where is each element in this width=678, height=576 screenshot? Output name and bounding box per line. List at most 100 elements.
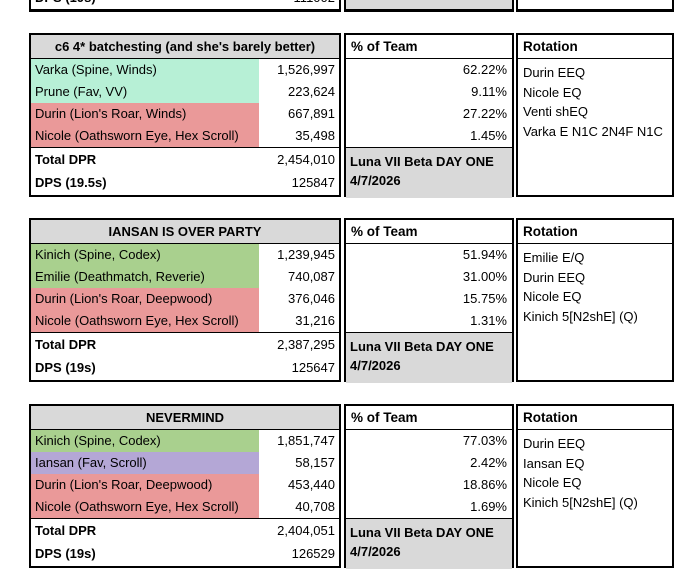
- pct-cell[interactable]: 1.45%: [470, 128, 507, 143]
- partial-dps-row[interactable]: DPS (19s) 111002: [29, 0, 341, 12]
- pct-cell[interactable]: 2.42%: [470, 455, 507, 470]
- pct-cell[interactable]: 77.03%: [462, 433, 507, 448]
- dps-label-cell[interactable]: DPS (19s): [35, 360, 96, 375]
- pct-cell[interactable]: 31.00%: [462, 269, 507, 284]
- character-dpr-cell[interactable]: 1,851,747: [259, 430, 339, 452]
- pct-cell[interactable]: 1.69%: [470, 499, 507, 514]
- character-name-cell[interactable]: Durin (Lion's Roar, Deepwood): [35, 477, 213, 492]
- character-name-cell[interactable]: Durin (Lion's Roar, Deepwood): [35, 291, 213, 306]
- character-dpr-cell[interactable]: 1,526,997: [259, 59, 339, 81]
- team-table: NEVERMIND Kinich (Spine, Codex) 1,851,747 I…: [0, 404, 678, 569]
- character-name-cell[interactable]: Kinich (Spine, Codex): [35, 247, 161, 262]
- pct-cell[interactable]: 51.94%: [462, 247, 507, 262]
- pct-cell[interactable]: 18.86%: [462, 477, 507, 492]
- character-name-cell[interactable]: Durin (Lion's Roar, Winds): [35, 106, 187, 121]
- dps-label-cell[interactable]: DPS (19s): [35, 546, 96, 561]
- partial-note-cell[interactable]: [344, 0, 514, 12]
- character-dpr-cell[interactable]: 1,239,945: [259, 244, 339, 266]
- pct-cell[interactable]: 62.22%: [462, 62, 507, 77]
- pct-cell[interactable]: 27.22%: [462, 106, 507, 121]
- total-dpr-value-cell[interactable]: 2,387,295: [277, 337, 335, 352]
- pct-cell[interactable]: 15.75%: [462, 291, 507, 306]
- rotation-panel: Rotation Emilie E/Q Durin EEQ Nicole EQ Kini…: [516, 218, 674, 382]
- note-cell[interactable]: Luna VII Beta DAY ONE 4/7/2026: [346, 147, 512, 198]
- partial-rotation-cell[interactable]: [516, 0, 674, 12]
- partial-table-top: DPS (19s) 111002: [0, 0, 678, 12]
- character-dpr-cell[interactable]: 31,216: [259, 310, 339, 332]
- pct-cell[interactable]: 1.31%: [470, 313, 507, 328]
- character-name-cell[interactable]: Prune (Fav, VV): [35, 84, 128, 99]
- dps-value-cell[interactable]: 125847: [291, 175, 335, 190]
- table-title-cell[interactable]: IANSAN IS OVER PARTY: [31, 220, 339, 244]
- rotation-line: Nicole EQ: [523, 84, 582, 100]
- character-row: Durin (Lion's Roar, Deepwood) 453,440: [31, 474, 339, 496]
- dps-value-cell[interactable]: 126529: [291, 546, 335, 561]
- team-table: c6 4* batchesting (and she's barely bett…: [0, 33, 678, 198]
- character-row: Nicole (Oathsworn Eye, Hex Scroll) 31,216: [31, 310, 339, 332]
- character-row: Iansan (Fav, Scroll) 58,157: [31, 452, 339, 474]
- character-row: Durin (Lion's Roar, Winds) 667,891: [31, 103, 339, 125]
- character-dpr-cell[interactable]: 453,440: [259, 474, 339, 496]
- dpr-panel: NEVERMIND Kinich (Spine, Codex) 1,851,747 I…: [29, 404, 341, 568]
- dpr-panel: IANSAN IS OVER PARTY Kinich (Spine, Codex…: [29, 218, 341, 382]
- team-table: IANSAN IS OVER PARTY Kinich (Spine, Codex…: [0, 218, 678, 383]
- note-cell[interactable]: Luna VII Beta DAY ONE 4/7/2026: [346, 518, 512, 569]
- note-line1: Luna VII Beta DAY ONE: [350, 339, 494, 354]
- rotation-line: Durin EEQ: [523, 436, 586, 451]
- character-dpr-cell[interactable]: 223,624: [259, 81, 339, 103]
- rotation-line: Iansan EQ: [523, 455, 585, 471]
- character-name-cell[interactable]: Nicole (Oathsworn Eye, Hex Scroll): [35, 499, 239, 514]
- total-dpr-label-cell[interactable]: Total DPR: [35, 152, 97, 167]
- rotation-header-cell[interactable]: Rotation: [518, 220, 672, 244]
- rotation-header-cell[interactable]: Rotation: [518, 406, 672, 430]
- pct-header-cell[interactable]: % of Team: [346, 220, 512, 244]
- character-dpr-cell[interactable]: 35,498: [259, 125, 339, 147]
- pct-header-cell[interactable]: % of Team: [346, 35, 512, 59]
- character-dpr-cell[interactable]: 667,891: [259, 103, 339, 125]
- dps-label-cell[interactable]: DPS (19.5s): [35, 175, 107, 190]
- table-title-cell[interactable]: c6 4* batchesting (and she's barely bett…: [31, 35, 339, 59]
- rotation-panel: Rotation Durin EEQ Iansan EQ Nicole EQ Kinic…: [516, 404, 674, 568]
- rotation-header-cell[interactable]: Rotation: [518, 35, 672, 59]
- character-row: Nicole (Oathsworn Eye, Hex Scroll) 35,498: [31, 125, 339, 147]
- character-name-cell[interactable]: Kinich (Spine, Codex): [35, 433, 161, 448]
- note-line2: 4/7/2026: [350, 358, 401, 373]
- rotation-cell[interactable]: Durin EEQ Nicole EQ Venti shEQ Varka E N1C …: [518, 59, 672, 141]
- character-name-cell[interactable]: Nicole (Oathsworn Eye, Hex Scroll): [35, 128, 239, 143]
- total-dpr-row: Total DPR 2,387,295: [31, 333, 339, 356]
- character-dpr-cell[interactable]: 40,708: [259, 496, 339, 518]
- rotation-line: Emilie E/Q: [523, 250, 585, 265]
- rotation-line: Durin EEQ: [523, 65, 586, 80]
- character-dpr-cell[interactable]: 376,046: [259, 288, 339, 310]
- pct-cell[interactable]: 9.11%: [471, 84, 507, 99]
- total-dpr-label-cell[interactable]: Total DPR: [35, 337, 97, 352]
- dps-value-cell[interactable]: 125647: [291, 360, 335, 375]
- total-dpr-row: Total DPR 2,404,051: [31, 519, 339, 542]
- table-title-cell[interactable]: NEVERMIND: [31, 406, 339, 430]
- dps-row: DPS (19s) 125647: [31, 356, 339, 379]
- pct-header-cell[interactable]: % of Team: [346, 406, 512, 430]
- total-dpr-value-cell[interactable]: 2,404,051: [277, 523, 335, 538]
- rotation-line: Nicole EQ: [523, 289, 582, 304]
- character-row: Kinich (Spine, Codex) 1,239,945: [31, 244, 339, 266]
- rotation-cell[interactable]: Durin EEQ Iansan EQ Nicole EQ Kinich 5[N2sh…: [518, 430, 672, 512]
- character-dpr-cell[interactable]: 740,087: [259, 266, 339, 288]
- character-row: Kinich (Spine, Codex) 1,851,747: [31, 430, 339, 452]
- character-row: Nicole (Oathsworn Eye, Hex Scroll) 40,708: [31, 496, 339, 518]
- total-dpr-label-cell[interactable]: Total DPR: [35, 523, 97, 538]
- rotation-line: Kinich 5[N2shE] (Q): [523, 308, 638, 324]
- note-cell[interactable]: Luna VII Beta DAY ONE 4/7/2026: [346, 332, 512, 383]
- character-dpr-cell[interactable]: 58,157: [259, 452, 339, 474]
- rotation-panel: Rotation Durin EEQ Nicole EQ Venti shEQ Vark…: [516, 33, 674, 197]
- total-dpr-value-cell[interactable]: 2,454,010: [277, 152, 335, 167]
- rotation-line: Varka E N1C 2N4F N1C: [523, 123, 663, 139]
- character-name-cell[interactable]: Iansan (Fav, Scroll): [35, 455, 147, 470]
- total-dpr-row: Total DPR 2,454,010: [31, 148, 339, 171]
- rotation-line: Nicole EQ: [523, 475, 582, 490]
- rotation-cell[interactable]: Emilie E/Q Durin EEQ Nicole EQ Kinich 5[N2s…: [518, 244, 672, 326]
- character-name-cell[interactable]: Nicole (Oathsworn Eye, Hex Scroll): [35, 313, 239, 328]
- character-name-cell[interactable]: Emilie (Deathmatch, Reverie): [35, 269, 205, 284]
- character-row: Prune (Fav, VV) 223,624: [31, 81, 339, 103]
- character-name-cell[interactable]: Varka (Spine, Winds): [35, 62, 157, 77]
- partial-dps-value: 111002: [259, 0, 339, 9]
